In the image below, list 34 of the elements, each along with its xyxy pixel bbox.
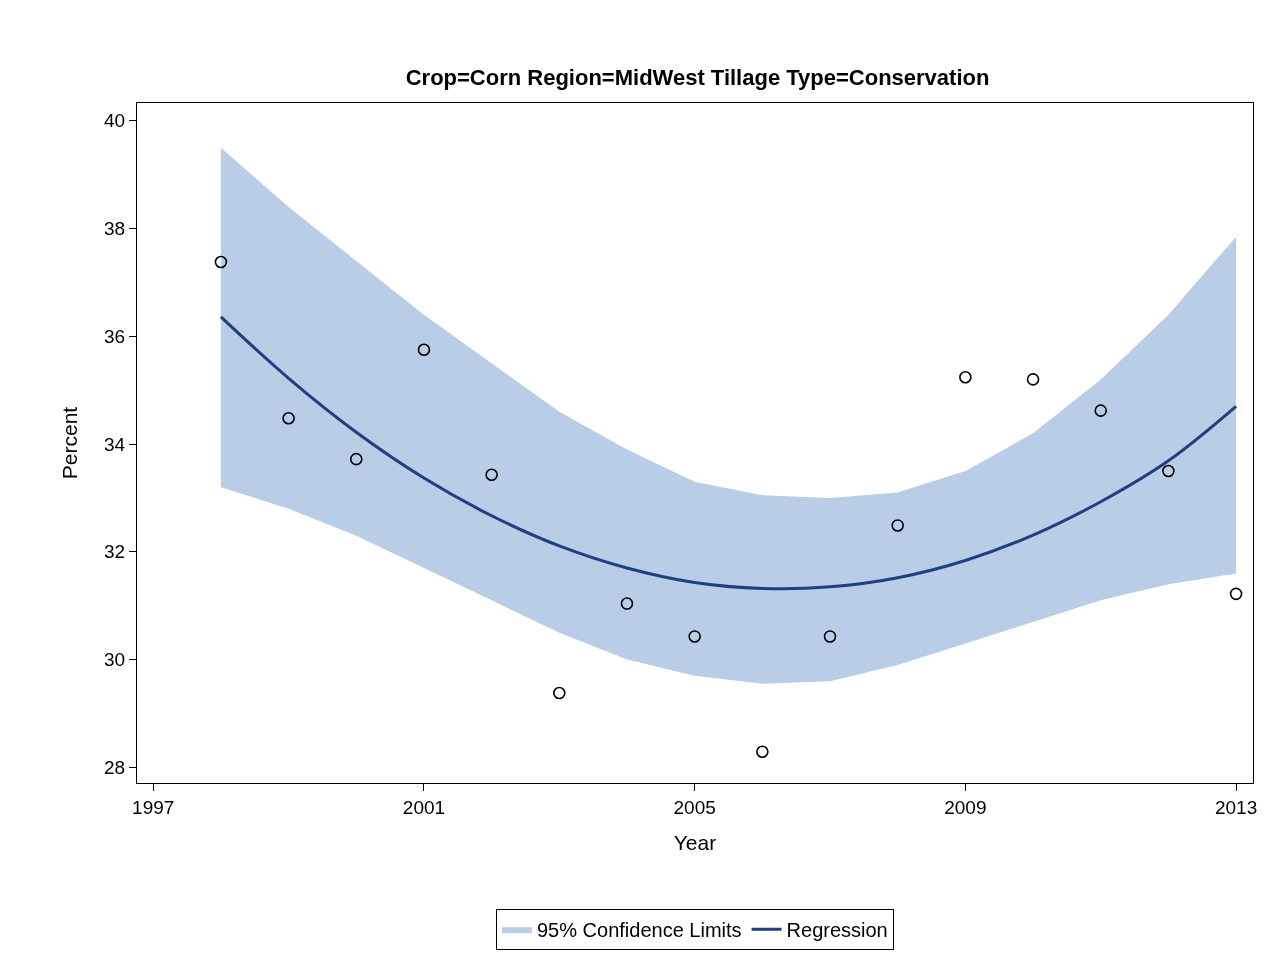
chart-title: Crop=Corn Region=MidWest Tillage Type=Conservation	[405, 64, 990, 90]
point	[756, 745, 769, 759]
x-tick-label: 1997	[132, 796, 175, 818]
point	[282, 411, 295, 425]
point	[485, 468, 498, 482]
point	[891, 519, 904, 532]
point	[688, 630, 701, 643]
point	[349, 452, 363, 466]
legend-label: 95% Confidence Limits	[537, 919, 742, 942]
y-tick-label: 38	[104, 218, 126, 240]
point	[1229, 587, 1243, 601]
point	[1094, 404, 1108, 417]
point	[417, 343, 431, 357]
x-tick-label: 2005	[673, 796, 716, 818]
point	[823, 630, 837, 643]
y-tick-label: 34	[104, 433, 126, 455]
x-tick-label: 2013	[1214, 796, 1258, 818]
point	[214, 255, 228, 269]
point	[553, 686, 566, 700]
x-tick-label: 2009	[944, 796, 987, 818]
y-tick-label: 36	[104, 325, 126, 347]
y-tick-label: 40	[104, 110, 126, 132]
y-axis-title: Percent	[58, 406, 82, 480]
point	[959, 370, 972, 384]
x-tick-label: 2001	[402, 796, 446, 818]
y-tick-label: 30	[104, 649, 126, 671]
line-series	[219, 315, 1238, 591]
point	[1026, 373, 1040, 386]
point	[620, 597, 634, 610]
legend-label: Regression	[786, 919, 888, 942]
x-axis-title: Year	[673, 831, 717, 854]
point	[1162, 464, 1175, 478]
y-tick-label: 32	[104, 541, 126, 563]
y-tick-label: 28	[104, 757, 126, 779]
